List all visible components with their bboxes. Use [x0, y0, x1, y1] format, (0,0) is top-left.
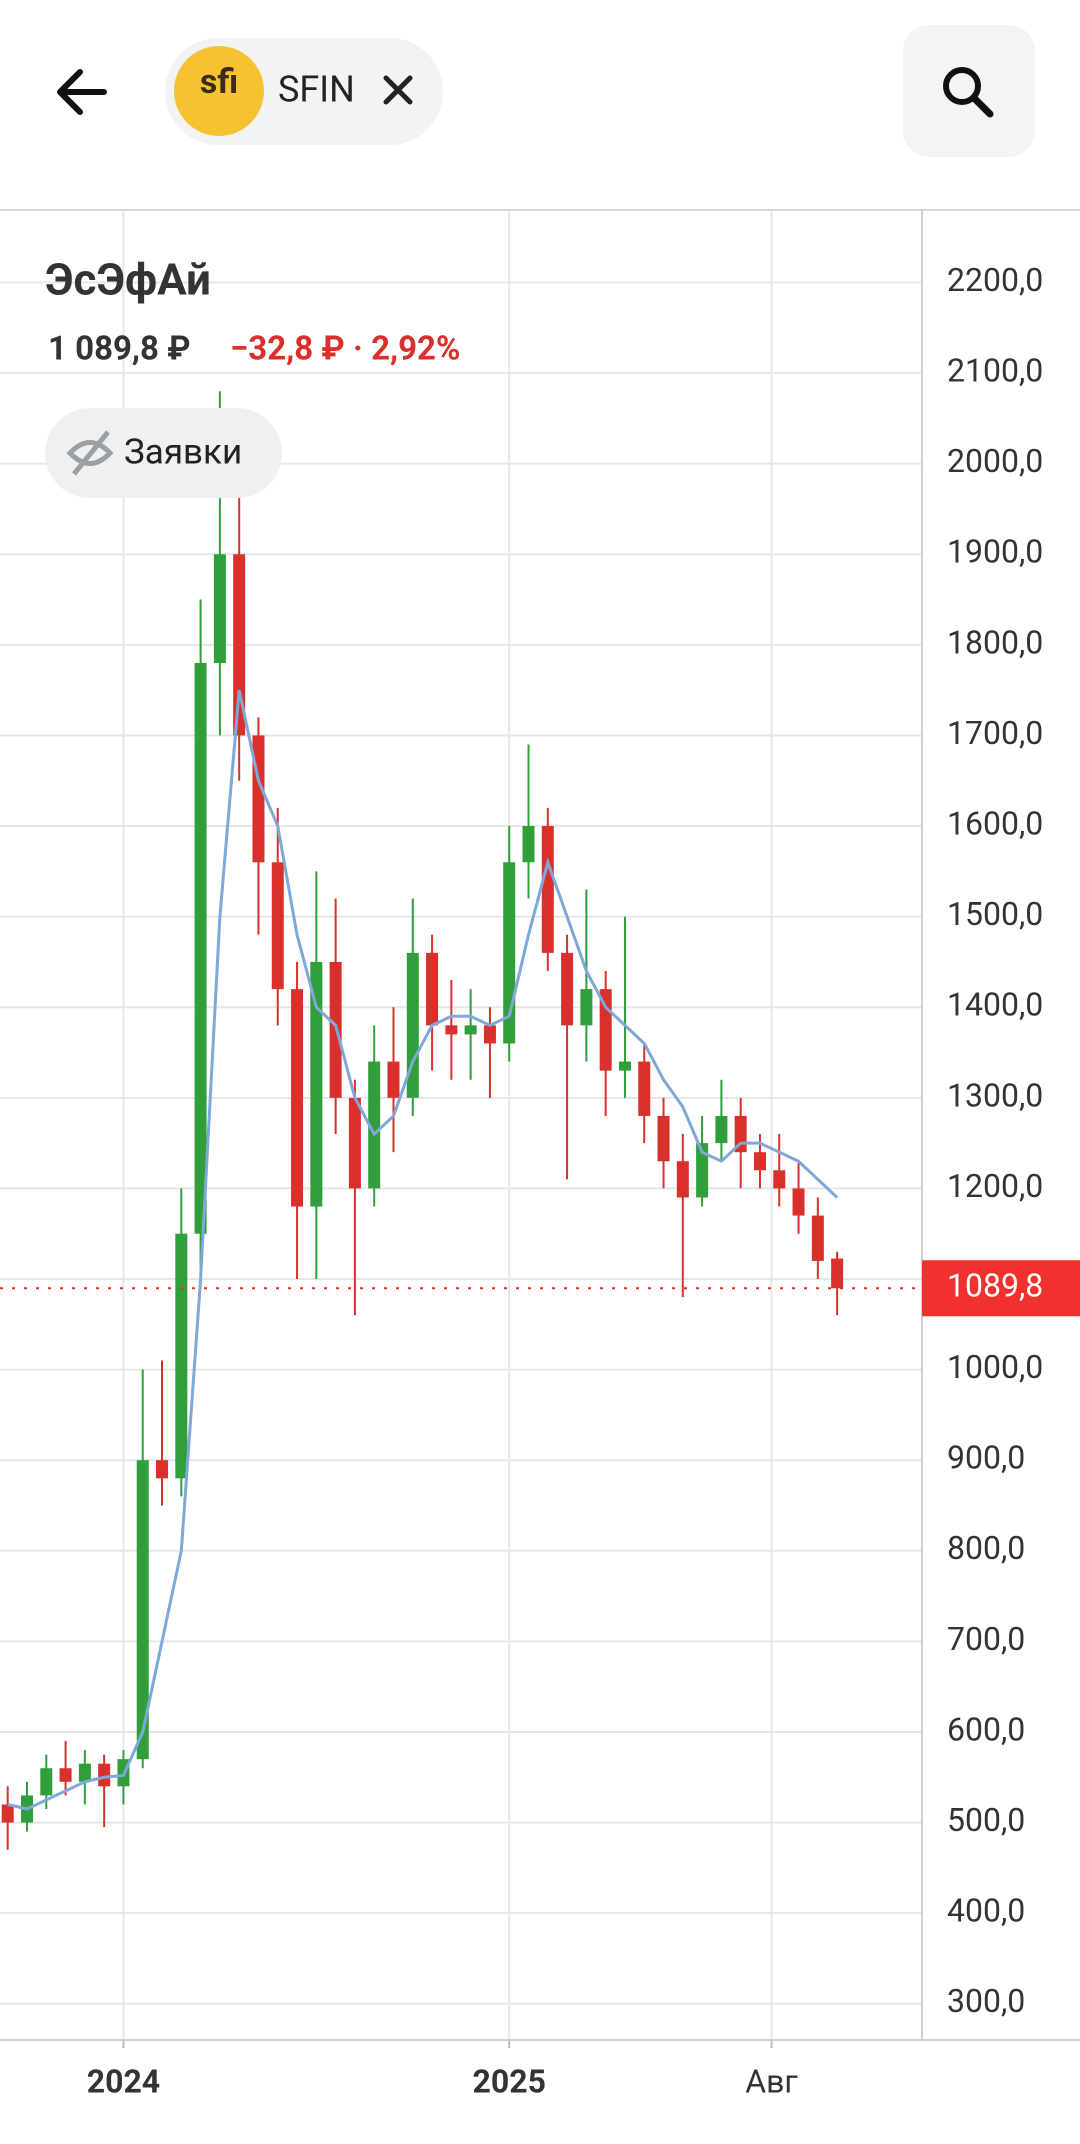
logo — [174, 46, 264, 136]
y-tick-label: 500,0 — [947, 1801, 1025, 1839]
candle-body — [213, 554, 226, 663]
candle-body — [387, 1061, 400, 1098]
y-tick-label: 700,0 — [947, 1620, 1025, 1658]
candle-body — [715, 1115, 728, 1144]
last-price-box — [922, 1260, 1080, 1317]
candle-body — [175, 1233, 188, 1479]
y-tick-label: 1000,0 — [947, 1348, 1043, 1386]
candle-body — [445, 1025, 458, 1035]
header: sfi SFIN — [0, 25, 1080, 211]
x-tick-label: 2025 — [473, 2062, 546, 2100]
candle-body — [156, 1460, 169, 1479]
back-button[interactable] — [57, 69, 107, 115]
candle-body — [483, 1025, 496, 1044]
candle-body — [233, 554, 246, 736]
price-change: −32,8 ₽ · 2,92% — [230, 330, 460, 369]
y-tick-label: 300,0 — [947, 1982, 1025, 2020]
candle-body — [136, 1460, 149, 1760]
search-icon — [943, 67, 981, 105]
logo-text: sfi — [200, 62, 238, 102]
orders-button[interactable] — [45, 408, 282, 498]
y-tick-label: 1300,0 — [947, 1076, 1043, 1114]
eye-off-icon — [66, 430, 114, 476]
y-tick-label: 400,0 — [947, 1892, 1025, 1930]
candle-body — [792, 1188, 805, 1216]
candle-body — [811, 1215, 824, 1261]
search-button[interactable] — [903, 25, 1035, 157]
candle-body — [291, 989, 304, 1207]
ticker: SFIN — [278, 69, 355, 111]
y-tick-label: 1700,0 — [947, 714, 1043, 752]
candle-body — [59, 1768, 72, 1782]
moving-average — [7, 689, 839, 1811]
y-tick-label: 2100,0 — [947, 352, 1043, 390]
candle-body — [773, 1170, 786, 1189]
candle-body — [1, 1804, 14, 1823]
candle-body — [541, 826, 554, 953]
y-tick-label: 1800,0 — [947, 623, 1043, 661]
y-tick-label: 1500,0 — [947, 895, 1043, 933]
candle-body — [78, 1763, 91, 1782]
candle-body — [464, 1025, 477, 1035]
candle-body — [406, 952, 419, 1098]
y-tick-label: 1400,0 — [947, 986, 1043, 1024]
y-tick-label: 1900,0 — [947, 533, 1043, 571]
y-tick-label: 800,0 — [947, 1529, 1025, 1567]
candle-body — [580, 989, 593, 1026]
candle-body — [638, 1061, 651, 1116]
last-price-label: 1089,8 — [947, 1267, 1043, 1305]
y-tick-label: 600,0 — [947, 1710, 1025, 1748]
x-tick-label: 2024 — [87, 2062, 160, 2100]
y-tick-label: 1600,0 — [947, 804, 1043, 842]
candle-body — [657, 1115, 670, 1162]
candle-body — [561, 952, 574, 1026]
candle-body — [753, 1152, 766, 1171]
candle-body — [831, 1258, 844, 1289]
candle-body — [194, 662, 207, 1234]
candle-body — [618, 1061, 631, 1071]
candle-body — [310, 961, 323, 1207]
search-icon — [970, 94, 994, 118]
candle-body — [522, 826, 535, 863]
candle-body — [426, 952, 439, 1026]
chart-overlay: ЭсЭфАй 1 089,8 ₽ −32,8 ₽ · 2,92% Заявки — [45, 254, 460, 498]
y-tick-label: 900,0 — [947, 1439, 1025, 1477]
y-tick-label: 2200,0 — [947, 261, 1043, 299]
chart: 300,0 400,0 500,0 600,0 700,0 800,0 900,0 1000,… — [0, 210, 1080, 2100]
chart-title: ЭсЭфАй — [45, 254, 211, 306]
candle-body — [696, 1143, 709, 1198]
y-tick-label: 2000,0 — [947, 442, 1043, 480]
orders-label: Заявки — [124, 431, 242, 472]
candle-body — [40, 1768, 53, 1796]
price: 1 089,8 ₽ — [48, 330, 190, 369]
x-tick-label: Авг — [745, 2062, 798, 2100]
y-tick-label: 1200,0 — [947, 1167, 1043, 1205]
candle-body — [271, 862, 284, 990]
candle-body — [348, 1097, 361, 1189]
candle-body — [676, 1161, 689, 1198]
candle-body — [98, 1763, 111, 1787]
close-chip[interactable] — [383, 75, 413, 105]
candle-body — [368, 1061, 381, 1189]
